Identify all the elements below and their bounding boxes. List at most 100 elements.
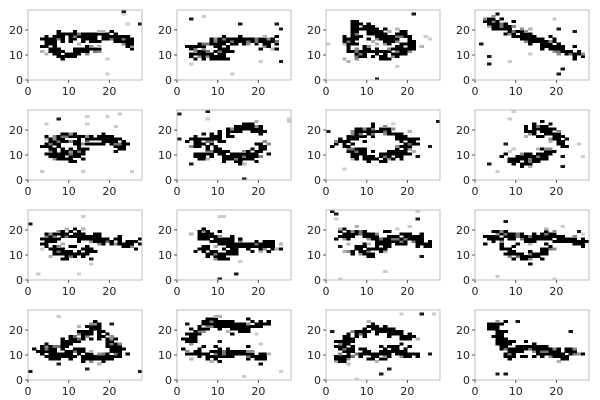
x-tick-label: 10	[62, 185, 76, 198]
image-cell	[395, 152, 400, 156]
image-cell	[109, 135, 114, 138]
image-cell	[250, 37, 255, 41]
image-cell	[72, 255, 78, 258]
image-cell	[85, 35, 90, 38]
image-cell	[560, 47, 565, 51]
image-cell	[225, 45, 231, 48]
image-cell	[515, 235, 521, 238]
image-cell	[523, 355, 529, 358]
image-cell	[387, 245, 392, 248]
image-cell	[105, 355, 110, 358]
image-cell	[511, 35, 517, 38]
y-tick-label: 10	[158, 149, 172, 162]
image-cell	[213, 150, 219, 153]
image-cell	[68, 355, 74, 358]
image-cell	[395, 47, 400, 51]
image-cell	[262, 355, 267, 358]
image-cell	[56, 32, 61, 36]
image-cell	[511, 25, 517, 28]
image-cell	[495, 340, 500, 343]
image-cell	[225, 37, 231, 41]
image-cell	[221, 37, 227, 41]
image-cell	[97, 32, 102, 36]
image-cell	[221, 252, 227, 256]
image-cell	[221, 257, 227, 261]
image-cell	[101, 142, 106, 146]
image-cell	[205, 317, 210, 321]
image-cell	[552, 137, 557, 141]
image-cell	[85, 45, 90, 48]
image-cell	[415, 137, 420, 141]
image-cell	[117, 342, 122, 346]
image-cell	[378, 327, 384, 331]
image-cell	[532, 237, 537, 241]
image-cell	[536, 160, 541, 163]
image-cell	[370, 55, 376, 58]
image-cell	[221, 247, 227, 251]
image-cell	[511, 352, 517, 356]
image-cell	[334, 142, 339, 146]
image-cell	[93, 320, 98, 323]
image-cell	[564, 52, 569, 56]
image-cell	[403, 30, 408, 33]
image-cell	[427, 145, 433, 148]
image-cell	[205, 325, 210, 328]
image-cell	[40, 242, 45, 246]
image-cell	[354, 135, 359, 138]
image-cell	[109, 357, 114, 361]
image-cell	[338, 140, 343, 143]
image-cell	[560, 165, 565, 168]
image-cell	[89, 337, 94, 341]
image-cell	[366, 352, 372, 356]
image-cell	[48, 152, 53, 156]
image-cell	[234, 155, 239, 158]
image-cell	[225, 132, 231, 136]
image-cell	[354, 52, 359, 56]
image-cell	[350, 347, 355, 351]
panel-image	[177, 110, 292, 181]
image-cell	[258, 320, 263, 323]
image-cell	[205, 157, 210, 161]
image-cell	[370, 247, 376, 251]
image-cell	[80, 247, 86, 251]
image-cell	[221, 150, 227, 153]
image-cell	[383, 250, 388, 253]
image-cell	[64, 355, 70, 358]
image-cell	[234, 37, 239, 41]
y-tick-label: 0	[165, 174, 172, 187]
image-cell	[572, 352, 578, 356]
image-cell	[564, 145, 569, 148]
image-cell	[395, 147, 400, 151]
image-cell	[117, 352, 122, 356]
image-cell	[411, 150, 416, 153]
image-cell	[238, 242, 243, 246]
image-cell	[536, 237, 541, 241]
image-cell	[229, 250, 235, 253]
image-cell	[262, 130, 267, 133]
image-cell	[354, 147, 359, 151]
image-cell	[491, 327, 496, 331]
image-cell	[121, 35, 127, 38]
image-cell	[213, 325, 219, 328]
image-cell	[80, 355, 86, 358]
image-cell	[68, 155, 74, 158]
image-cell	[527, 130, 533, 133]
image-cell	[576, 142, 582, 146]
image-cell	[85, 32, 90, 36]
image-cell	[56, 47, 61, 51]
image-cell	[556, 350, 561, 353]
image-cell	[503, 230, 508, 233]
image-cell	[44, 342, 49, 346]
image-cell	[378, 35, 384, 38]
image-cell	[60, 342, 65, 346]
image-cell	[387, 240, 392, 243]
x-tick-label: 20	[549, 85, 563, 98]
image-cell	[44, 142, 49, 146]
image-cell	[511, 350, 517, 353]
image-cell	[44, 122, 49, 126]
image-cell	[350, 235, 355, 238]
image-cell	[113, 142, 118, 146]
image-cell	[129, 45, 135, 48]
image-cell	[93, 250, 98, 253]
y-tick-label: 0	[16, 174, 23, 187]
